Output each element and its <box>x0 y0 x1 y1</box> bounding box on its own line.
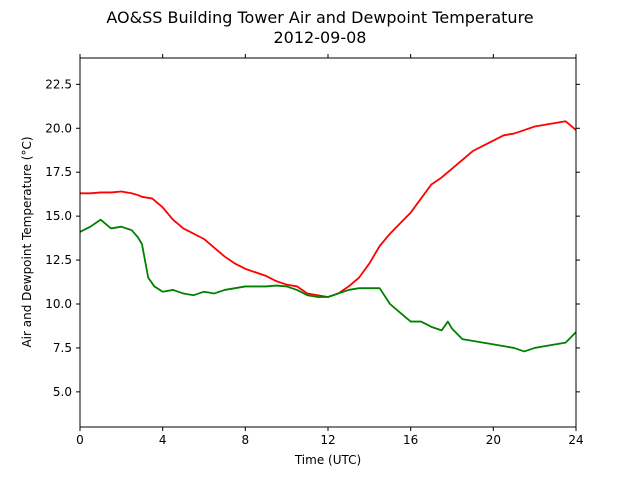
chart-subtitle: 2012-09-08 <box>273 28 367 47</box>
y-tick-label: 5.0 <box>53 385 72 399</box>
x-tick-label: 0 <box>76 433 84 447</box>
y-tick-label: 10.0 <box>45 297 72 311</box>
x-tick-label: 20 <box>486 433 501 447</box>
y-tick-label: 22.5 <box>45 77 72 91</box>
y-tick-label: 17.5 <box>45 165 72 179</box>
y-tick-label: 20.0 <box>45 121 72 135</box>
series-line-0 <box>80 120 577 298</box>
plot-frame <box>79 57 577 428</box>
x-axis-label: Time (UTC) <box>294 453 362 467</box>
x-tick-label: 12 <box>320 433 335 447</box>
chart-title: AO&SS Building Tower Air and Dewpoint Te… <box>106 8 534 27</box>
y-tick-label: 15.0 <box>45 209 72 223</box>
x-tick-label: 4 <box>159 433 167 447</box>
y-tick-label: 7.5 <box>53 341 72 355</box>
x-tick-label: 8 <box>242 433 250 447</box>
x-tick-label: 24 <box>568 433 583 447</box>
x-tick-label: 16 <box>403 433 418 447</box>
y-tick-label: 12.5 <box>45 253 72 267</box>
series-line-1 <box>79 218 577 353</box>
y-axis-label: Air and Dewpoint Temperature (°C) <box>20 136 34 348</box>
